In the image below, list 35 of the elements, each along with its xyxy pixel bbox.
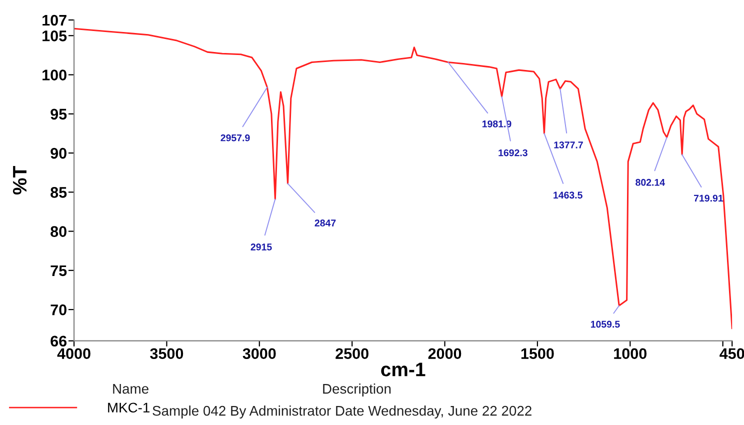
annotation: 1377.7 <box>554 142 583 148</box>
x-tick-label: 2500 <box>336 348 368 360</box>
text: Sample 042 By Administrator Date Wednesday, June 22 2022 <box>152 406 532 418</box>
x-axis-title: cm-1 <box>381 362 426 376</box>
x-tick-label: 2000 <box>428 348 462 360</box>
annotation: 802.14 <box>636 178 665 186</box>
x-tick-label: 3500 <box>150 348 184 360</box>
x-tick-label: 450 <box>720 348 744 360</box>
legend-label: MKC-1 <box>108 402 150 413</box>
annotation: 1463.5 <box>554 192 582 199</box>
text: Name <box>113 384 148 394</box>
y-tick-label: 80 <box>50 226 66 237</box>
annotation: 2847 <box>314 220 336 226</box>
annotation: 2915 <box>250 244 272 250</box>
y-tick-label: 105 <box>42 30 67 42</box>
x-tick-label: 1000 <box>614 348 647 360</box>
annotation: 719.91 <box>694 194 724 202</box>
y-axis-title: %T <box>12 166 27 195</box>
x-tick-label: 1500 <box>521 348 554 360</box>
annotation: 2957.9 <box>220 134 250 142</box>
y-tick-label: 70 <box>50 304 66 316</box>
y-tick-label: 100 <box>42 70 66 80</box>
text: Description <box>323 384 391 396</box>
annotation: 1059.5 <box>590 320 620 328</box>
y-tick-label: 90 <box>50 148 66 159</box>
x-tick-label: 4000 <box>57 348 90 360</box>
y-tick-label: 85 <box>50 187 67 198</box>
x-tick-label: 3000 <box>242 348 276 360</box>
annotation: 1692.3 <box>498 149 528 156</box>
y-tick-label: 75 <box>50 265 67 276</box>
y-tick-label: 95 <box>50 108 67 120</box>
y-tick-label: 66 <box>50 336 67 347</box>
line-series <box>74 28 732 330</box>
y-tick-label: 107 <box>42 14 66 26</box>
annotation: 1981.9 <box>482 120 512 128</box>
